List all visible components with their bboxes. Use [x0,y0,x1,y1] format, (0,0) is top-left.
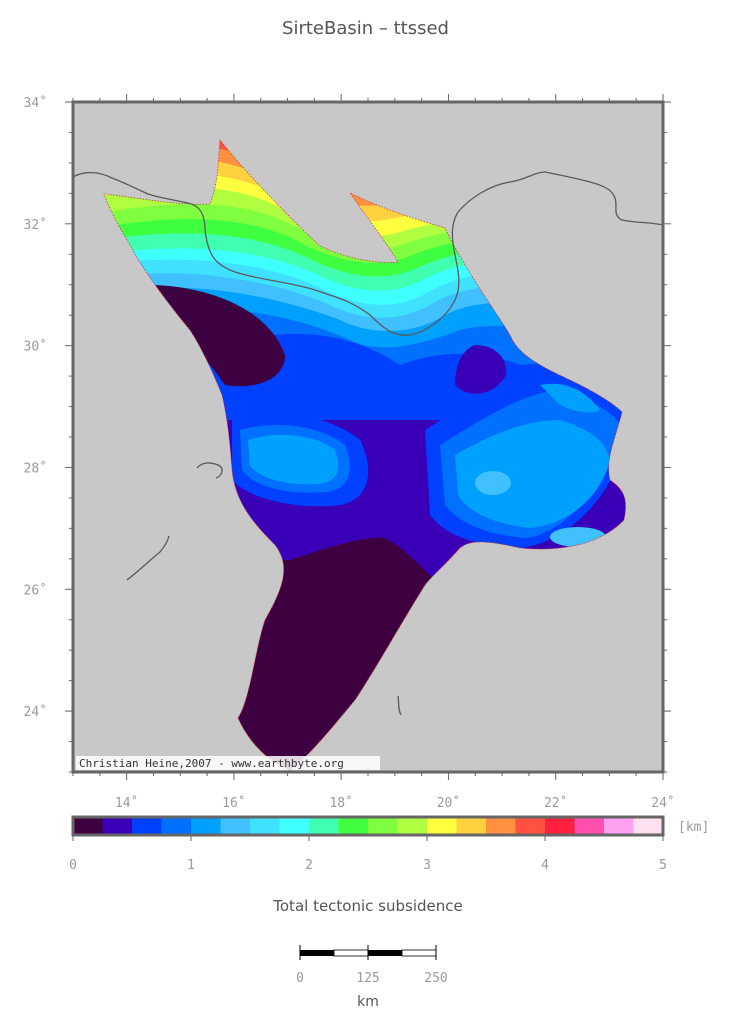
colorbar-swatch [73,817,103,835]
colorbar-tick-label: 1 [187,858,195,873]
colorbar-swatch [515,817,546,835]
scale-unit: km [357,994,379,1010]
latitude-axis: 34˚ 32˚ 30˚ 28˚ 26˚ 24˚ [24,95,671,773]
colorbar-swatch [368,817,398,835]
colorbar-tick-label: 0 [69,858,77,873]
colorbar-swatch [250,817,280,835]
scale-label-125: 125 [356,971,379,986]
colorbar-tick-label: 3 [423,858,431,873]
colorbar-swatch [161,817,192,835]
colorbar-swatch [604,817,634,835]
lon-tick-label: 22˚ [544,795,567,811]
credit-background [76,756,380,770]
scale-label-0: 0 [296,971,304,986]
scale-bar [299,945,437,960]
scale-label-250: 250 [424,971,447,986]
colorbar-tick-label: 2 [305,858,313,873]
colorbar-swatch [397,817,428,835]
colorbar-swatch [574,817,605,835]
lat-tick-label: 34˚ [24,95,47,111]
colorbar-swatch [220,817,251,835]
colorbar-swatch [191,817,221,835]
colorbar-swatch [427,817,457,835]
lat-tick-label: 30˚ [24,339,47,355]
basin-outline [103,138,627,771]
lon-tick-label: 14˚ [115,795,138,811]
lon-tick-label: 20˚ [437,795,460,811]
lon-tick-label: 16˚ [222,795,245,811]
colorbar-labels: 0 1 2 3 4 5 [69,835,667,873]
colorbar-swatch [633,817,664,835]
lon-tick-label: 18˚ [329,795,352,811]
colorbar-swatch [102,817,133,835]
colorbar-swatch [545,817,575,835]
colorbar-swatch [309,817,339,835]
lat-tick-label: 26˚ [24,582,47,598]
longitude-axis: 14˚ 16˚ 18˚ 20˚ 22˚ 24˚ [72,94,675,811]
colorbar [73,817,664,835]
credit-text: Christian Heine,2007 - www.earthbyte.org [79,757,344,770]
colorbar-swatch [486,817,516,835]
colorbar-swatch [338,817,369,835]
colorbar-caption: Total tectonic subsidence [272,897,462,915]
colorbar-swatch [132,817,162,835]
colorbar-swatch [279,817,310,835]
colorbar-tick-label: 5 [659,858,667,873]
coastline [73,171,663,716]
colorbar-frame [71,815,665,837]
lat-tick-label: 24˚ [24,704,47,720]
lon-tick-label: 24˚ [651,795,674,811]
map-title: SirteBasin – ttssed [282,18,449,39]
colorbar-tick-label: 4 [541,858,549,873]
colorbar-unit: [km] [678,820,709,835]
colorbar-swatch [456,817,487,835]
lat-tick-label: 28˚ [24,460,47,476]
lat-tick-label: 32˚ [24,217,47,233]
